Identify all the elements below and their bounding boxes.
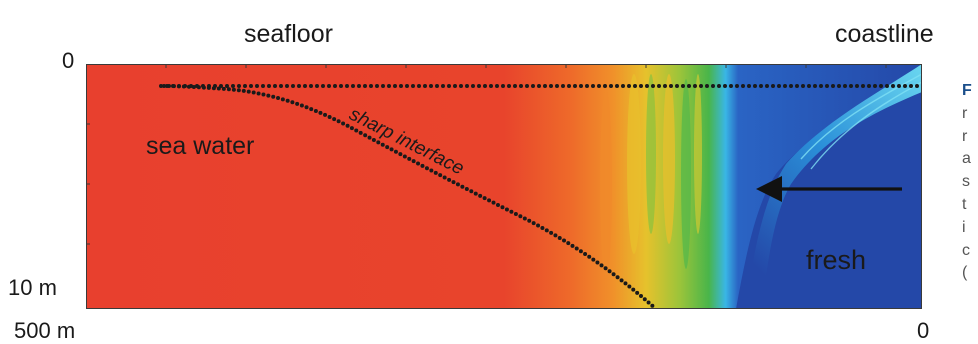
caption-line: ( [962, 264, 968, 282]
sea-water-label: sea water [146, 132, 254, 160]
caption-line: r [962, 127, 968, 145]
depth-axis-bottom-label: 10 m [8, 275, 57, 300]
salinity-cross-section: sea water sharp interface fresh [86, 64, 922, 309]
salinity-isolines [800, 73, 922, 170]
seafloor-label: seafloor [244, 20, 333, 48]
fresh-water-lens [736, 64, 922, 309]
flow-direction-arrow [756, 176, 902, 202]
caption-line: r [962, 104, 968, 122]
caption-line: F [962, 82, 972, 99]
salinity-fingers [600, 74, 702, 279]
caption-line: t [962, 195, 967, 213]
distance-axis-right-label: 0 [917, 318, 930, 343]
caption-line: a [962, 150, 971, 168]
fresh-label: fresh [806, 245, 866, 275]
caption-line: i [962, 218, 966, 236]
depth-axis-top-label: 0 [62, 48, 75, 73]
distance-axis-left-label: 500 m [14, 318, 76, 343]
caption-line: c [962, 241, 970, 259]
plot-frame [86, 64, 922, 309]
caption-line: s [962, 173, 970, 191]
caption-fragment: F r r a s t i c ( [962, 80, 978, 285]
coastline-label: coastline [835, 20, 934, 48]
